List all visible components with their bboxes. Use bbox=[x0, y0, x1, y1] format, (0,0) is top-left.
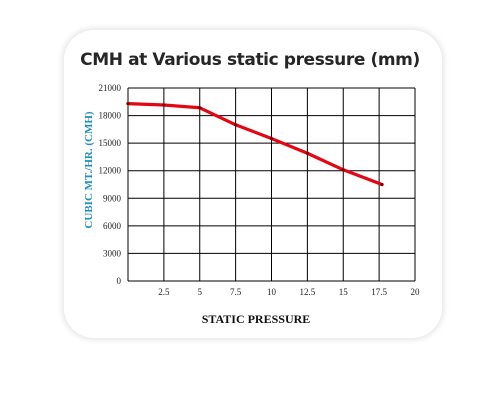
y-tick-label: 6000 bbox=[103, 221, 122, 231]
y-tick-label: 3000 bbox=[103, 248, 122, 258]
series-line bbox=[126, 102, 384, 187]
y-tick-label: 21000 bbox=[99, 83, 122, 93]
x-tick-label: 10 bbox=[267, 287, 277, 297]
data-point bbox=[126, 102, 130, 106]
series-layer bbox=[126, 102, 384, 187]
x-tick-label: 7.5 bbox=[230, 287, 242, 297]
y-axis-label: CUBIC MT./HR. (CMH) bbox=[83, 111, 95, 228]
x-tick-label: 15 bbox=[339, 287, 349, 297]
y-tick-label: 15000 bbox=[99, 138, 122, 148]
grid bbox=[127, 87, 416, 282]
x-tick-labels: 2.5 5 7.5 10 12.5 15 17.5 20 bbox=[158, 287, 420, 297]
y-tick-label: 12000 bbox=[99, 166, 122, 176]
x-tick-label: 17.5 bbox=[371, 287, 387, 297]
x-tick-label: 12.5 bbox=[300, 287, 316, 297]
x-tick-label: 2.5 bbox=[158, 287, 170, 297]
data-point bbox=[341, 168, 345, 172]
data-point bbox=[305, 151, 309, 155]
x-axis-label: STATIC PRESSURE bbox=[202, 312, 311, 326]
x-tick-label: 20 bbox=[411, 287, 421, 297]
y-tick-label: 18000 bbox=[99, 111, 122, 121]
y-tick-labels: 0 3000 6000 9000 12000 15000 18000 21000 bbox=[99, 83, 122, 286]
data-point bbox=[234, 123, 238, 127]
data-point bbox=[162, 103, 166, 107]
chart-title: CMH at Various static pressure (mm) bbox=[80, 50, 420, 70]
x-tick-label: 5 bbox=[198, 287, 203, 297]
y-tick-label: 9000 bbox=[103, 193, 122, 203]
y-tick-label: 0 bbox=[117, 276, 122, 286]
data-point bbox=[380, 182, 384, 187]
data-point bbox=[269, 136, 274, 141]
data-point bbox=[198, 106, 202, 110]
